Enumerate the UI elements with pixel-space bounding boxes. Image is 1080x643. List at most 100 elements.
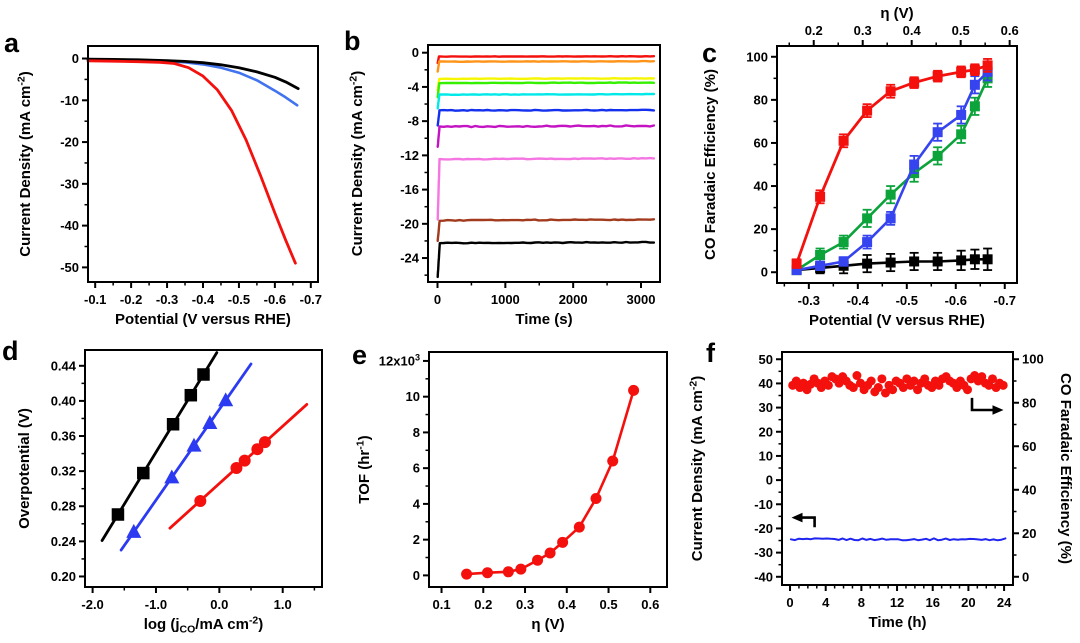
series-fe-red [791,58,993,269]
panel-d: d -2.0 -1.0 0.0 1.0 log (jCO/mA cm-2) 0.20 0.2… [0,330,330,643]
svg-text:20: 20 [754,222,768,237]
panel-c-letter: c [702,38,718,68]
svg-text:0.2: 0.2 [805,23,823,38]
svg-text:-0.2: -0.2 [120,292,142,307]
series-red-curve [86,59,297,265]
axes: -0.3 -0.4 -0.5 -0.6 -0.7 Potential (V versus … [702,5,1019,329]
series-tafel-black-points [111,368,210,521]
plot-series [100,351,309,552]
panel-a-letter: a [4,28,20,58]
svg-text:0: 0 [413,568,420,583]
svg-text:Time (s): Time (s) [515,311,572,328]
svg-text:-10: -10 [60,93,79,108]
svg-text:-40: -40 [754,569,773,584]
svg-text:-0.5: -0.5 [228,292,250,307]
svg-text:0: 0 [412,45,419,60]
svg-text:0.0: 0.0 [210,597,228,612]
svg-text:20: 20 [961,595,975,610]
panel-a: a -0.1 -0.2 -0.3 -0.4 -0.5 -0.6 -0.7 Potential … [0,0,330,330]
svg-text:24: 24 [997,595,1012,610]
svg-text:-0.7: -0.7 [300,292,322,307]
svg-text:0.40: 0.40 [51,393,76,408]
plot-series [791,58,993,276]
svg-text:-40: -40 [60,218,79,233]
plot-frame [428,351,668,588]
svg-text:20: 20 [759,424,773,439]
plot-series [788,371,1008,542]
series-tafel-blue-fit [119,362,253,552]
svg-text:-0.6: -0.6 [945,293,967,308]
series-trace-cyan [436,92,656,110]
svg-text:100: 100 [746,49,768,64]
series-trace-yellow [436,77,656,92]
svg-text:0.5: 0.5 [952,23,970,38]
panel-f: f 0 4 8 12 16 20 24 Time (h) 50 40 30 20 10 0 -10 -20 -3… [680,330,1080,643]
svg-text:80: 80 [1022,395,1036,410]
series-stability-fe-red [788,371,1008,398]
panel-c: c -0.3 -0.4 -0.5 -0.6 -0.7 Potential (V versu… [680,0,1080,330]
svg-text:-0.5: -0.5 [896,293,918,308]
svg-text:4: 4 [413,496,421,511]
svg-text:0.28: 0.28 [51,499,76,514]
svg-text:CO Faradaic Efficiency (%): CO Faradaic Efficiency (%) [702,69,719,260]
svg-text:-0.7: -0.7 [994,293,1016,308]
svg-text:η (V): η (V) [880,5,913,22]
svg-text:Potential (V versus RHE): Potential (V versus RHE) [115,311,291,328]
series-trace-blue [436,108,656,127]
svg-text:40: 40 [754,179,768,194]
svg-text:Potential (V versus RHE): Potential (V versus RHE) [809,312,985,329]
svg-text:12x103: 12x103 [379,352,420,368]
plot-frame [84,349,323,588]
svg-text:-30: -30 [60,176,79,191]
svg-text:0.6: 0.6 [641,597,659,612]
svg-text:0: 0 [766,473,773,488]
svg-text:1000: 1000 [491,292,520,307]
svg-text:0: 0 [1022,569,1029,584]
series-tof-red [461,384,640,580]
svg-text:80: 80 [754,92,768,107]
svg-text:-20: -20 [60,135,79,150]
svg-text:50: 50 [759,352,773,367]
series-trace-red [436,55,656,65]
svg-text:1.0: 1.0 [274,597,292,612]
svg-text:6: 6 [413,461,420,476]
series-fe-green [791,68,993,276]
svg-text:TOF (hr-1): TOF (hr-1) [354,435,373,503]
svg-text:40: 40 [1022,482,1036,497]
svg-text:Current Density (mA cm-2): Current Density (mA cm-2) [15,71,34,257]
panel-b-letter: b [344,26,361,56]
svg-text:0.3: 0.3 [854,23,872,38]
svg-text:-0.3: -0.3 [156,292,178,307]
svg-text:12: 12 [890,595,904,610]
svg-text:CO Faradaic Efficiency (%): CO Faradaic Efficiency (%) [1057,373,1074,564]
svg-text:8: 8 [413,425,420,440]
svg-text:0: 0 [72,51,79,66]
svg-text:-1.0: -1.0 [145,597,167,612]
series-trace-brown [436,218,656,243]
series-trace-magenta [436,124,656,148]
svg-text:20: 20 [1022,526,1036,541]
left-axis-arrow [791,512,816,528]
svg-text:-30: -30 [754,545,773,560]
svg-text:0.6: 0.6 [1001,23,1019,38]
svg-text:0: 0 [761,265,768,280]
svg-text:0.2: 0.2 [474,597,492,612]
panel-d-letter: d [2,336,19,366]
axes: 0.1 0.2 0.3 0.4 0.5 0.6 η (V) 0 2 4 6 8 10 12x103 TOF … [354,352,659,633]
svg-text:2000: 2000 [559,292,588,307]
svg-text:Overpotential (V): Overpotential (V) [16,408,33,529]
svg-text:-0.6: -0.6 [264,292,286,307]
svg-text:0: 0 [786,595,793,610]
right-axis-arrow [970,397,1004,415]
panel-a-chart: -0.1 -0.2 -0.3 -0.4 -0.5 -0.6 -0.7 Potential (V… [15,45,322,328]
axes: -0.1 -0.2 -0.3 -0.4 -0.5 -0.6 -0.7 Potential (V… [15,51,322,328]
panel-f-letter: f [706,338,715,368]
svg-text:0.5: 0.5 [600,597,618,612]
panel-e-chart: 0.1 0.2 0.3 0.4 0.5 0.6 η (V) 0 2 4 6 8 10 12x103 TOF … [354,351,668,633]
svg-text:4: 4 [822,595,830,610]
svg-text:-0.1: -0.1 [84,292,106,307]
svg-text:-4: -4 [407,79,419,94]
